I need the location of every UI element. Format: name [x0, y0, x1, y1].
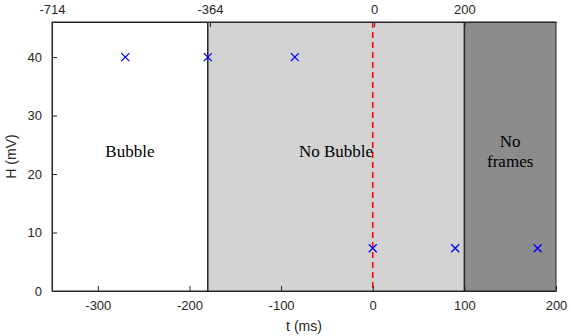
- tick-mark: [52, 291, 57, 292]
- tick-mark: [373, 286, 374, 291]
- tick-mark: [52, 57, 57, 58]
- y-axis: 0 10 20 30 40: [28, 23, 57, 299]
- tick-label: 200: [546, 298, 568, 313]
- tick-label: 30: [28, 108, 42, 123]
- tick-label: 20: [28, 167, 42, 182]
- tick: -364: [197, 2, 223, 27]
- markers: [121, 53, 541, 252]
- tick-label: -100: [269, 298, 295, 313]
- tick-mark: [52, 174, 57, 175]
- point: [121, 53, 129, 61]
- region-label: Bubble: [105, 142, 154, 161]
- region: [464, 22, 556, 291]
- frame: [52, 22, 556, 291]
- y-axis-title: H (mV): [3, 134, 19, 178]
- tick: -300: [85, 286, 111, 313]
- point: [204, 53, 212, 61]
- point: [291, 53, 299, 61]
- axis-line: [53, 22, 557, 23]
- region: [208, 22, 465, 291]
- region-label: Noframes: [487, 132, 533, 171]
- x2-axis: -714 -364 0 200: [39, 2, 556, 27]
- tick: 200: [546, 286, 568, 313]
- tick: -714: [39, 2, 65, 27]
- tick: 0: [370, 286, 377, 313]
- tick: -200: [177, 286, 203, 313]
- tick-label: -364: [197, 2, 223, 17]
- tick: 20: [28, 167, 57, 182]
- region: [52, 22, 208, 291]
- point: [534, 244, 542, 252]
- tick: 30: [28, 108, 57, 123]
- tick-label: 200: [454, 2, 476, 17]
- point: [451, 244, 459, 252]
- plot: BubbleNo BubbleNoframes-300-200-10001002…: [3, 2, 567, 334]
- tick-label: 0: [35, 284, 42, 299]
- tick: 40: [28, 50, 57, 65]
- x-axis-title: t (ms): [286, 318, 322, 334]
- tick-label: -300: [85, 298, 111, 313]
- tick-label: 100: [454, 298, 476, 313]
- tick: -100: [269, 286, 295, 313]
- tick-label: 10: [28, 225, 42, 240]
- region-label: No Bubble: [299, 142, 373, 161]
- tick-mark: [281, 286, 282, 291]
- tick-mark: [556, 286, 557, 291]
- tick-mark: [189, 286, 190, 291]
- tick: 10: [28, 225, 57, 240]
- tick-mark: [210, 22, 211, 27]
- tick-label: 0: [370, 298, 377, 313]
- tick-mark: [52, 116, 57, 117]
- axis-line: [52, 23, 53, 292]
- region-boundary: [207, 22, 209, 291]
- tick: 200: [454, 2, 476, 27]
- region-boundary: [464, 22, 466, 291]
- tick-label: -714: [39, 2, 65, 17]
- x-axis: -300 -200 -100 0 100 200: [53, 286, 568, 313]
- tick-mark: [98, 286, 99, 291]
- tick-mark: [374, 22, 375, 27]
- tick-label: -200: [177, 298, 203, 313]
- axis-line: [53, 291, 557, 292]
- tick-mark: [52, 22, 53, 27]
- chart: BubbleNo BubbleNoframes-300-200-10001002…: [0, 0, 571, 336]
- tick-mark: [52, 233, 57, 234]
- tick-label: 40: [28, 50, 42, 65]
- tick: 100: [454, 286, 476, 313]
- tick-mark: [464, 22, 465, 27]
- tick: 0: [371, 2, 378, 27]
- plot-area: [52, 22, 556, 291]
- tick-label: 0: [371, 2, 378, 17]
- tick-mark: [464, 286, 465, 291]
- point: [369, 244, 377, 252]
- tick: 0: [35, 284, 57, 299]
